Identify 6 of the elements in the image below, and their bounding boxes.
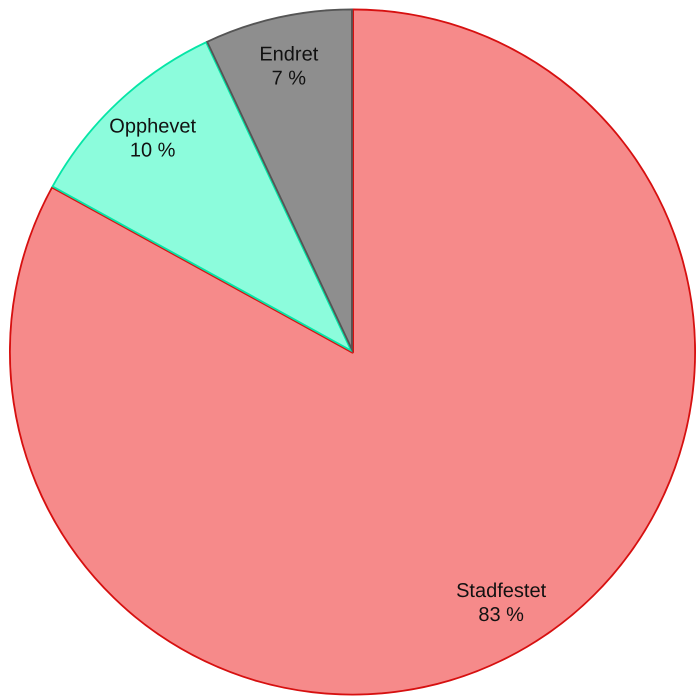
slice-label: Opphevet (109, 116, 196, 138)
data-label: 7 % (272, 68, 306, 90)
slice-label: Stadfestet (456, 580, 547, 602)
data-label: 10 % (130, 140, 176, 162)
slice-label: Endret (259, 44, 319, 66)
data-label: 83 % (478, 604, 524, 626)
